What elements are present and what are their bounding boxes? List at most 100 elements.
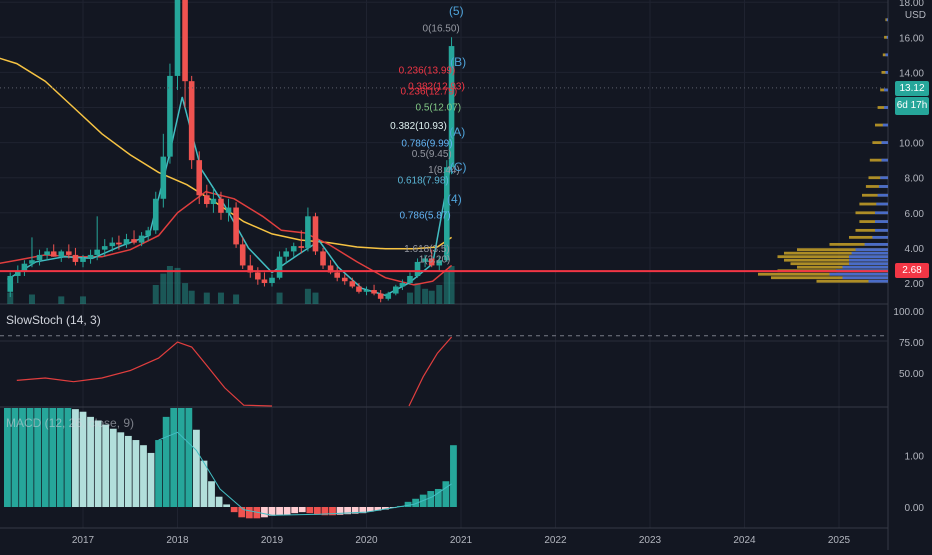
price-axis-tick: 4.00 (905, 244, 925, 255)
candle-body (385, 293, 392, 299)
candle-body (334, 272, 341, 278)
volume-bar (188, 290, 195, 304)
fib-level-label: 1.618(3.5) (404, 244, 450, 255)
candle-body (363, 290, 370, 292)
macd-histogram-bar (306, 507, 314, 514)
volume-profile-bar (862, 193, 888, 197)
macd-histogram-bar (404, 501, 412, 507)
volume-profile-bar-inner (872, 235, 888, 239)
volume-profile-bar-inner (885, 53, 888, 57)
volume-profile-bar (849, 235, 888, 239)
volume-bar (443, 271, 450, 304)
macd-histogram-bar (132, 440, 140, 507)
elliott-wave-label: (A) (449, 125, 465, 139)
volume-profile-bar (865, 185, 888, 188)
volume-profile-bar (875, 123, 888, 127)
macd-histogram-bar (94, 420, 102, 507)
macd-histogram-bar (313, 507, 321, 515)
candle-body (233, 207, 239, 245)
candle-body (225, 207, 232, 213)
macd-histogram-bar (427, 491, 435, 507)
candle-body (196, 160, 203, 196)
stoch-axis-tick: 75.00 (899, 338, 924, 349)
candle-body (371, 290, 377, 294)
currency-label: USD (904, 10, 926, 21)
volume-bar (428, 290, 435, 304)
macd-histogram-bar (351, 507, 359, 514)
candle-body (290, 246, 297, 252)
candle-body (116, 242, 122, 245)
macd-histogram-bar (102, 424, 110, 507)
macd-signal-line (158, 431, 452, 516)
volume-profile-bar-inner (849, 262, 888, 266)
volume-bar (448, 266, 455, 304)
macd-histogram-bar (177, 408, 185, 507)
candle-body (422, 258, 428, 262)
candle-body (36, 254, 43, 261)
candle-body (448, 46, 455, 168)
candle-body (436, 260, 443, 266)
volume-profile-bar-inner (886, 18, 888, 22)
candle-body (356, 286, 362, 292)
macd-histogram-bar (215, 496, 223, 507)
volume-profile-bar-inner (875, 211, 888, 215)
volume-bar (406, 292, 413, 304)
macd-histogram-bar (359, 507, 367, 514)
volume-bar (152, 285, 159, 304)
macd-histogram-bar (26, 408, 34, 507)
volume-profile-bar-inner (885, 71, 888, 74)
stoch-axis-tick: 100.00 (893, 307, 924, 318)
fib-level-label: 0(16.50) (423, 24, 460, 35)
candle-body (123, 239, 130, 245)
volume-profile-bar-inner (881, 158, 888, 162)
macd-histogram-bar (11, 408, 19, 507)
volume-bar (166, 266, 173, 304)
macd-histogram-bar (366, 507, 374, 512)
candle-body (276, 256, 283, 278)
candle-body (305, 216, 311, 248)
candle-body (312, 216, 319, 252)
macd-histogram-bar (170, 408, 178, 507)
candle-body (392, 286, 399, 294)
volume-bar (160, 273, 167, 304)
volume-profile-bar-inner (849, 255, 888, 259)
price-axis-tick: 2.00 (905, 279, 925, 290)
fib-level-label: 0.236(13.99) (399, 66, 456, 77)
macd-histogram-bar (140, 445, 147, 507)
candle-body (66, 251, 72, 255)
volume-profile-bar (784, 251, 888, 255)
volume-profile-bar-inner (842, 276, 888, 280)
macd-histogram-bar (283, 507, 291, 515)
macd-histogram-bar (56, 408, 64, 507)
candle-body (247, 265, 254, 273)
macd-histogram-bar (238, 507, 246, 518)
stoch-indicator-title[interactable]: SlowStoch (14, 3) (6, 313, 101, 327)
volume-bar (276, 292, 283, 304)
macd-histogram-bar (245, 507, 253, 519)
candle-body (444, 167, 450, 261)
last-price-tag: 13.12 (895, 81, 929, 96)
candle-body (72, 254, 79, 262)
macd-histogram-bar (34, 408, 42, 507)
candle-body (145, 230, 152, 236)
candle-body (152, 198, 159, 231)
candle-body (298, 246, 305, 248)
candle-body (341, 277, 348, 282)
volume-profile-bar-inner (886, 35, 888, 39)
volume-profile-bar (816, 279, 888, 283)
time-axis-tick: 2018 (166, 535, 189, 546)
volume-bar (436, 285, 443, 304)
macd-histogram-bar (291, 507, 299, 514)
volume-profile-bar (859, 220, 888, 223)
candle-body (29, 260, 35, 264)
candle-body (269, 277, 275, 283)
price-axis-tick: 18.00 (899, 0, 924, 9)
volume-profile-bar-inner (880, 176, 888, 180)
macd-histogram-bar (4, 408, 11, 507)
macd-indicator-title[interactable]: MACD (12, 26, close, 9) (6, 416, 135, 430)
time-axis-tick: 2021 (450, 535, 473, 546)
candle-body (428, 258, 435, 266)
macd-histogram-bar (185, 408, 193, 507)
